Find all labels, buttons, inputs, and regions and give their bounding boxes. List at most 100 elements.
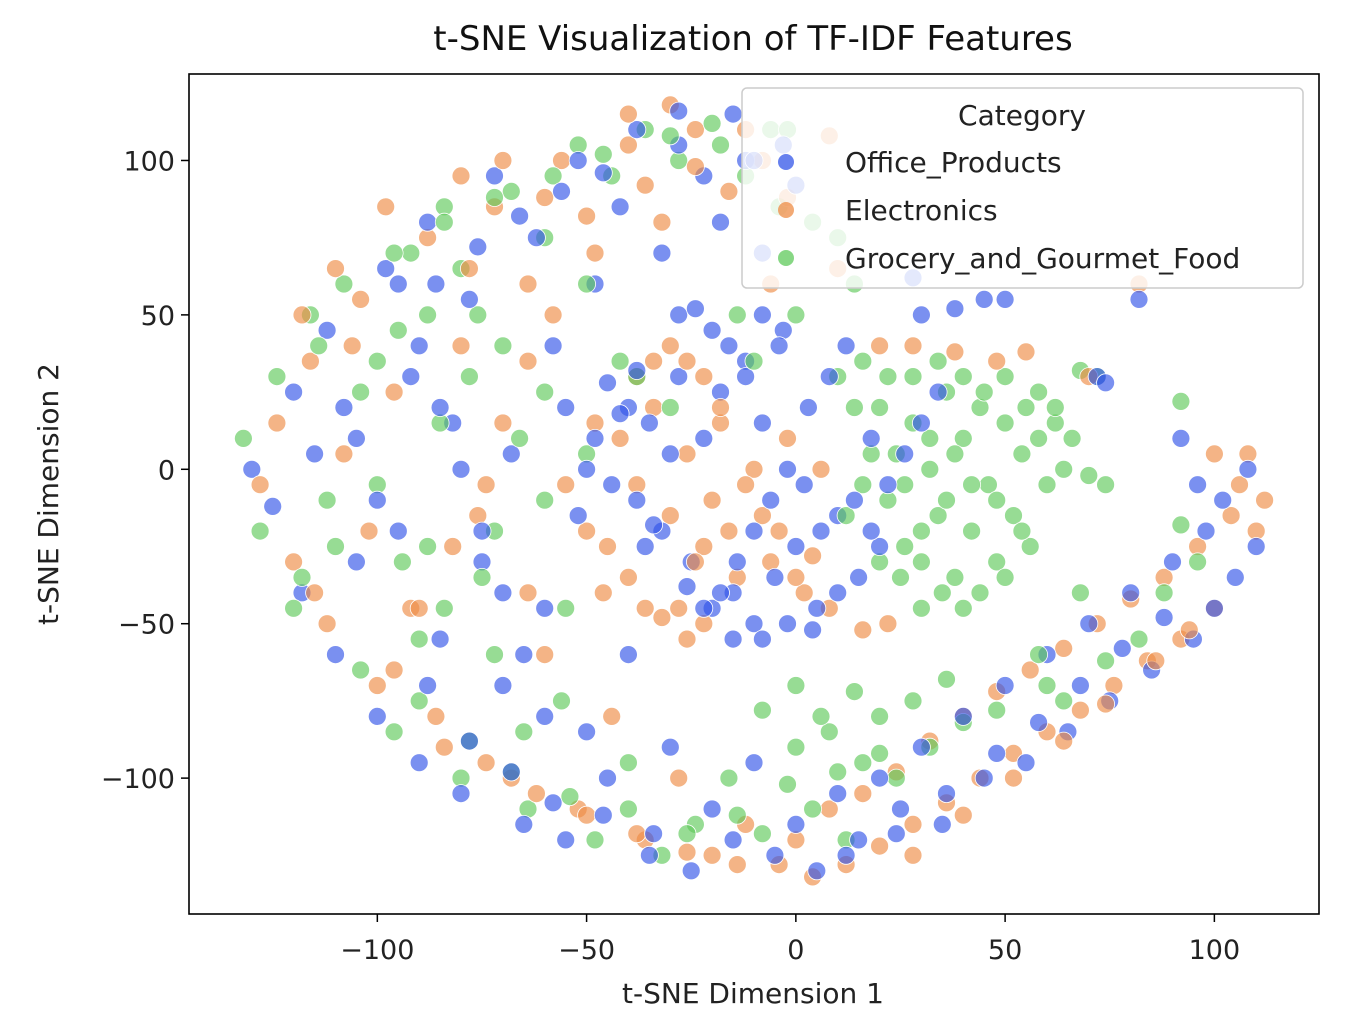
scatter-point-s0 bbox=[681, 861, 701, 881]
scatter-point-s0 bbox=[861, 521, 881, 541]
scatter-point-s1 bbox=[677, 842, 697, 862]
x-axis-title: t-SNE Dimension 1 bbox=[622, 977, 884, 1010]
scatter-point-s0 bbox=[1188, 475, 1207, 495]
scatter-point-s0 bbox=[769, 336, 789, 356]
scatter-point-s1 bbox=[945, 342, 965, 362]
scatter-point-s1 bbox=[351, 289, 371, 309]
scatter-point-s2 bbox=[1054, 691, 1074, 711]
scatter-point-s2 bbox=[514, 722, 534, 742]
scatter-point-s2 bbox=[702, 114, 722, 133]
scatter-point-s2 bbox=[535, 490, 555, 510]
scatter-point-s2 bbox=[1029, 382, 1048, 402]
scatter-point-s2 bbox=[1012, 521, 1032, 541]
scatter-point-s1 bbox=[711, 398, 730, 417]
scatter-point-s1 bbox=[669, 768, 689, 788]
scatter-point-s2 bbox=[1029, 645, 1048, 664]
scatter-point-s0 bbox=[459, 731, 479, 751]
scatter-point-s2 bbox=[753, 700, 772, 720]
scatter-point-s0 bbox=[577, 722, 596, 742]
scatter-point-s0 bbox=[388, 274, 408, 294]
scatter-point-s1 bbox=[1230, 475, 1249, 495]
scatter-point-s0 bbox=[568, 506, 588, 525]
scatter-point-s0 bbox=[627, 490, 647, 510]
scatter-point-s2 bbox=[660, 126, 680, 146]
scatter-point-s0 bbox=[501, 444, 521, 464]
scatter-point-s0 bbox=[430, 629, 450, 649]
scatter-point-s0 bbox=[367, 490, 387, 510]
legend-label-electronics: Electronics bbox=[845, 194, 998, 227]
scatter-point-s1 bbox=[556, 475, 576, 495]
scatter-point-s0 bbox=[974, 289, 994, 309]
scatter-point-s1 bbox=[635, 598, 655, 618]
scatter-point-s2 bbox=[845, 682, 864, 701]
scatter-point-s1 bbox=[686, 157, 705, 177]
scatter-point-s1 bbox=[669, 598, 689, 618]
scatter-point-s1 bbox=[619, 104, 638, 124]
scatter-point-s2 bbox=[326, 537, 345, 556]
scatter-point-s0 bbox=[744, 521, 764, 541]
scatter-point-s1 bbox=[1054, 639, 1074, 658]
scatter-point-s0 bbox=[598, 768, 617, 788]
scatter-point-s0 bbox=[794, 475, 814, 495]
scatter-point-s1 bbox=[493, 413, 513, 433]
scatter-point-s0 bbox=[828, 784, 848, 803]
scatter-point-s2 bbox=[619, 753, 638, 773]
scatter-point-s0 bbox=[468, 237, 488, 257]
scatter-point-s0 bbox=[753, 629, 772, 649]
scatter-point-s1 bbox=[602, 707, 622, 726]
scatter-point-s1 bbox=[384, 660, 404, 680]
scatter-point-s2 bbox=[552, 691, 571, 711]
scatter-point-s2 bbox=[719, 768, 739, 788]
scatter-point-s0 bbox=[1112, 639, 1132, 658]
scatter-point-s1 bbox=[903, 845, 923, 865]
scatter-point-s0 bbox=[585, 428, 605, 448]
scatter-point-s2 bbox=[418, 305, 438, 325]
scatter-point-s0 bbox=[263, 496, 283, 516]
scatter-point-s2 bbox=[485, 645, 504, 664]
scatter-point-s1 bbox=[987, 351, 1007, 371]
scatter-point-s2 bbox=[367, 351, 387, 371]
scatter-point-s0 bbox=[1121, 583, 1141, 603]
scatter-point-s0 bbox=[1079, 614, 1099, 634]
scatter-point-s2 bbox=[891, 568, 910, 587]
scatter-point-s0 bbox=[472, 521, 492, 541]
scatter-point-s2 bbox=[987, 700, 1007, 720]
scatter-point-s2 bbox=[384, 243, 404, 263]
scatter-point-s1 bbox=[1146, 651, 1166, 671]
scatter-point-s1 bbox=[476, 753, 496, 773]
scatter-point-s0 bbox=[1225, 568, 1245, 587]
y-tick-label: 0 bbox=[158, 455, 175, 486]
scatter-point-s1 bbox=[694, 537, 714, 556]
scatter-point-s2 bbox=[434, 598, 454, 618]
scatter-point-s0 bbox=[912, 737, 931, 757]
scatter-point-s0 bbox=[418, 212, 438, 232]
scatter-point-s0 bbox=[610, 197, 630, 217]
scatter-point-s2 bbox=[1079, 466, 1099, 485]
scatter-point-s0 bbox=[912, 305, 931, 325]
scatter-point-s1 bbox=[305, 583, 325, 603]
scatter-point-s2 bbox=[1037, 676, 1057, 695]
scatter-point-s2 bbox=[1054, 459, 1074, 479]
scatter-point-s0 bbox=[535, 707, 555, 726]
scatter-point-s0 bbox=[711, 212, 730, 232]
scatter-point-s1 bbox=[761, 552, 781, 572]
scatter-point-s0 bbox=[765, 568, 785, 587]
scatter-point-s1 bbox=[493, 151, 513, 170]
scatter-point-s0 bbox=[1154, 608, 1174, 627]
scatter-point-s0 bbox=[677, 577, 697, 596]
scatter-point-s1 bbox=[610, 428, 630, 448]
scatter-point-s2 bbox=[886, 768, 906, 788]
scatter-point-s1 bbox=[1004, 768, 1023, 788]
scatter-point-s2 bbox=[610, 351, 630, 371]
scatter-point-s0 bbox=[1016, 753, 1036, 773]
y-tick-label: −100 bbox=[101, 764, 175, 795]
scatter-point-s2 bbox=[510, 428, 529, 448]
scatter-point-s1 bbox=[753, 506, 772, 525]
x-tick-label: 0 bbox=[787, 935, 804, 966]
scatter-point-s0 bbox=[761, 490, 781, 510]
scatter-point-s2 bbox=[351, 382, 371, 402]
scatter-point-s2 bbox=[1171, 515, 1191, 535]
scatter-point-s2 bbox=[853, 475, 873, 495]
scatter-point-s1 bbox=[1096, 694, 1115, 714]
scatter-point-s1 bbox=[644, 351, 663, 371]
